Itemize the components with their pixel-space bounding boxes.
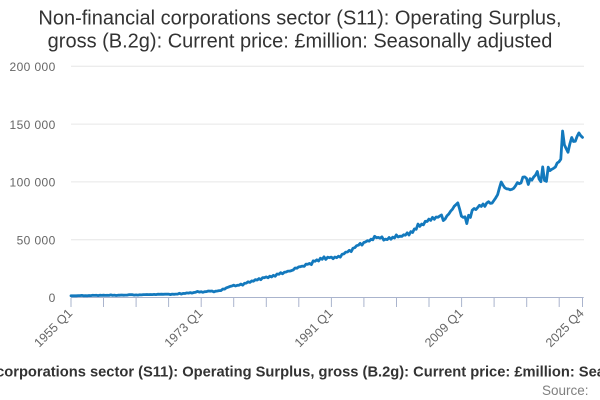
svg-text:Non-financial corporations sec: Non-financial corporations sector (S11):… <box>0 364 600 380</box>
svg-text:100 000: 100 000 <box>10 176 56 190</box>
svg-text:Source:: Source: <box>542 383 589 398</box>
svg-text:Non-financial corporations sec: Non-financial corporations sector (S11):… <box>38 8 561 30</box>
svg-text:50 000: 50 000 <box>17 233 56 247</box>
svg-text:0: 0 <box>49 291 56 305</box>
svg-text:200 000: 200 000 <box>10 60 56 74</box>
svg-text:gross (B.2g): Current price: £: gross (B.2g): Current price: £million: S… <box>48 31 553 53</box>
svg-text:150 000: 150 000 <box>10 118 56 132</box>
